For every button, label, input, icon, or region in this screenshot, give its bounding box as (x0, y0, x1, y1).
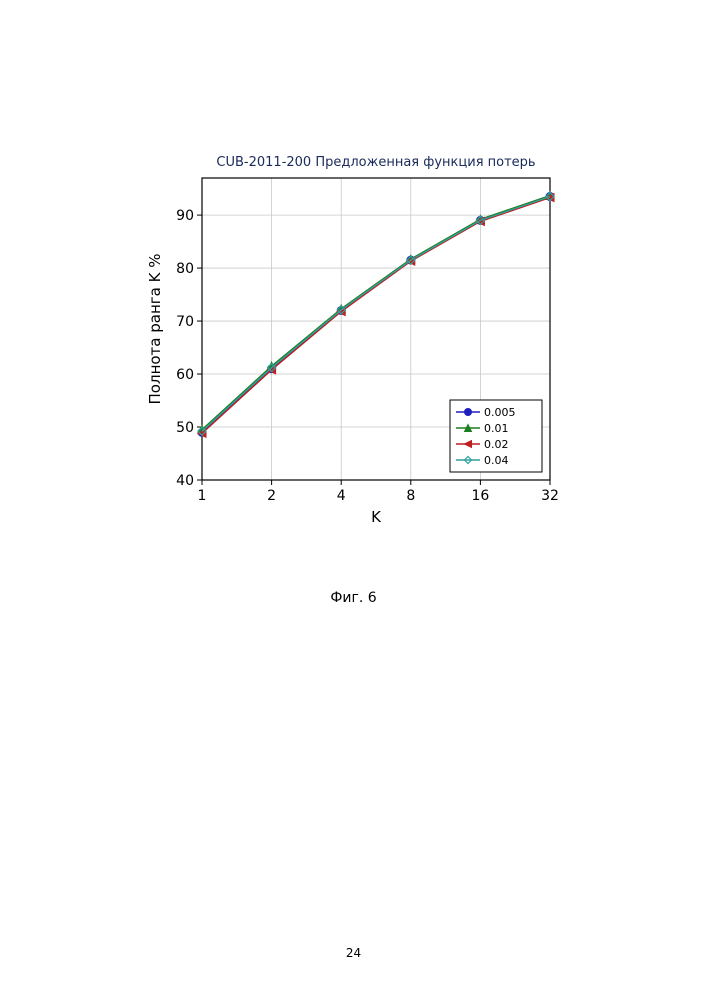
x-tick-label: 16 (471, 488, 489, 504)
y-tick-label: 80 (176, 261, 194, 277)
y-tick-label: 40 (176, 473, 194, 489)
y-tick-label: 60 (176, 367, 194, 383)
y-tick-label: 70 (176, 314, 194, 330)
legend-label: 0.005 (484, 406, 516, 419)
legend-label: 0.01 (484, 422, 509, 435)
figure-caption: Фиг. 6 (0, 590, 707, 606)
x-tick-label: 8 (406, 488, 415, 504)
recall-vs-k-chart: CUB-2011-200 Предложенная функция потерь… (140, 150, 560, 530)
legend-label: 0.04 (484, 454, 509, 467)
y-axis-label: Полнота ранга K % (146, 254, 164, 405)
y-tick-label: 90 (176, 208, 194, 224)
x-tick-label: 1 (198, 488, 207, 504)
x-tick-label: 4 (337, 488, 346, 504)
chart-container: CUB-2011-200 Предложенная функция потерь… (140, 150, 560, 530)
x-tick-label: 2 (267, 488, 276, 504)
x-axis-label: K (371, 508, 382, 526)
chart-title: CUB-2011-200 Предложенная функция потерь (216, 155, 535, 170)
page-number: 24 (0, 946, 707, 960)
y-tick-label: 50 (176, 420, 194, 436)
legend-label: 0.02 (484, 438, 509, 451)
x-tick-label: 32 (541, 488, 559, 504)
